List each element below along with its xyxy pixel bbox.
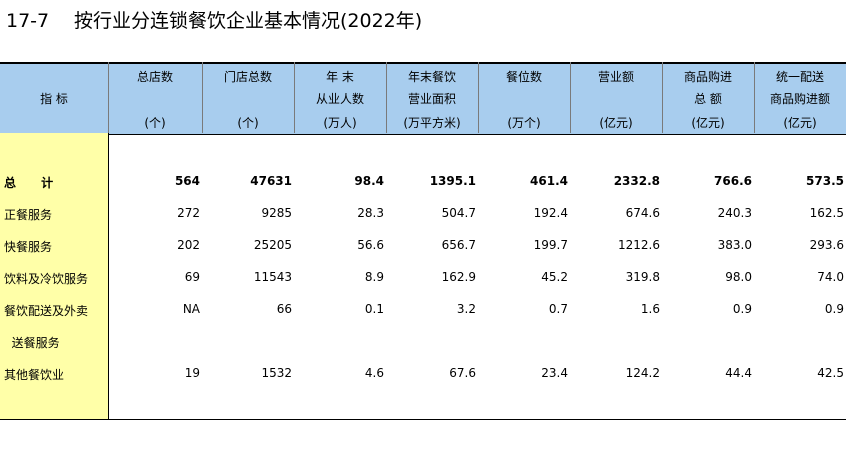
row-label: 餐饮配送及外卖 [4, 304, 89, 318]
table-cell: 67.6 [449, 366, 476, 380]
column-header: 餐位数 (万个) [478, 62, 570, 132]
header-stub: 指 标 [0, 62, 108, 132]
column-header-label: 商品购进额 [769, 92, 830, 106]
table-cell: 1395.1 [429, 174, 476, 188]
column-header-label: 总 额 [694, 92, 722, 106]
table-cell: 56.6 [357, 238, 384, 252]
table-cell: 766.6 [714, 174, 752, 188]
table-cell: 674.6 [625, 206, 660, 220]
table-bottom-rule [0, 419, 846, 420]
row-label: 快餐服务 [4, 240, 53, 254]
header-divider [754, 62, 755, 133]
table-cell: 69 [184, 270, 200, 284]
column-header: 年末餐饮营业面积 (万平方米) [386, 62, 478, 132]
row-label: 送餐服务 [4, 336, 60, 350]
table-cell: 202 [177, 238, 200, 252]
column-header: 门店总数 (个) [202, 62, 294, 132]
column-unit: (亿元) [691, 116, 725, 130]
header-divider [570, 62, 571, 133]
header-divider [386, 62, 387, 133]
column-header-label: 统一配送 [775, 70, 824, 84]
header-divider [662, 62, 663, 133]
table-cell: 8.9 [364, 270, 384, 284]
table-cell: 45.2 [541, 270, 568, 284]
column-header: 商品购进总 额 (亿元) [662, 62, 754, 132]
table-cell: 28.3 [357, 206, 384, 220]
table-cell: 461.4 [530, 174, 568, 188]
table-cell: 74.0 [817, 270, 844, 284]
column-header: 营业额 (亿元) [570, 62, 662, 132]
table-cell: 19 [184, 366, 200, 380]
table-cell: 11543 [253, 270, 292, 284]
table-cell: 25205 [253, 238, 292, 252]
table-cell: 1.6 [640, 302, 660, 316]
table-title-text: 按行业分连锁餐饮企业基本情况(2022年) [74, 10, 423, 32]
column-header: 统一配送商品购进额 (亿元) [754, 62, 846, 132]
table-cell: 199.7 [533, 238, 568, 252]
table-cell: 573.5 [806, 174, 844, 188]
column-header-label: 商品购进 [683, 70, 732, 84]
column-header: 总店数 (个) [108, 62, 202, 132]
column-header-label: 年 末 [326, 70, 354, 84]
column-header-label: 年末餐饮 [407, 70, 456, 84]
column-header-label: 从业人数 [315, 92, 364, 106]
table-cell: 383.0 [717, 238, 752, 252]
column-header: 年 末从业人数 (万人) [294, 62, 386, 132]
column-unit: (亿元) [599, 116, 633, 130]
table-cell: 656.7 [441, 238, 476, 252]
table-cell: 319.8 [625, 270, 660, 284]
column-header-label: 营业额 [597, 70, 634, 84]
table-title: 17-7 按行业分连锁餐饮企业基本情况(2022年) [6, 6, 422, 33]
table-cell: 240.3 [717, 206, 752, 220]
header-divider [294, 62, 295, 133]
table-cell: 0.9 [824, 302, 844, 316]
table-cell: 272 [177, 206, 200, 220]
column-header-label: 餐位数 [505, 70, 542, 84]
row-label: 总 计 [4, 176, 54, 190]
table-cell: 42.5 [817, 366, 844, 380]
table-cell: 504.7 [441, 206, 476, 220]
table-cell: 98.4 [354, 174, 384, 188]
table-cell: 0.7 [548, 302, 568, 316]
header-stub-label: 指 标 [40, 92, 68, 106]
row-label-column [0, 133, 109, 419]
table-cell: NA [182, 302, 200, 316]
table-cell: 124.2 [625, 366, 660, 380]
table-cell: 564 [174, 174, 200, 188]
header-divider [478, 62, 479, 133]
row-label: 饮料及冷饮服务 [4, 272, 89, 286]
table-cell: 2332.8 [613, 174, 660, 188]
column-unit: (个) [144, 116, 166, 130]
table-cell: 47631 [250, 174, 292, 188]
table-cell: 162.5 [809, 206, 844, 220]
table-cell: 4.6 [364, 366, 384, 380]
row-label: 正餐服务 [4, 208, 53, 222]
column-unit: (万个) [507, 116, 541, 130]
table-cell: 3.2 [456, 302, 476, 316]
column-unit: (亿元) [783, 116, 817, 130]
row-label: 其他餐饮业 [4, 368, 65, 382]
table-cell: 0.9 [732, 302, 752, 316]
column-unit: (万平方米) [403, 116, 461, 130]
table-number: 17-7 [6, 10, 50, 32]
table-cell: 23.4 [541, 366, 568, 380]
table-cell: 98.0 [725, 270, 752, 284]
header-divider [108, 62, 109, 133]
table-header [0, 62, 846, 135]
column-header-label: 总店数 [136, 70, 173, 84]
table-cell: 44.4 [725, 366, 752, 380]
table-cell: 293.6 [809, 238, 844, 252]
column-header-label: 营业面积 [407, 92, 456, 106]
table-cell: 1212.6 [618, 238, 660, 252]
header-divider [202, 62, 203, 133]
table-cell: 162.9 [441, 270, 476, 284]
table-cell: 192.4 [533, 206, 568, 220]
column-header-label: 门店总数 [223, 70, 272, 84]
table-cell: 66 [276, 302, 292, 316]
column-unit: (个) [237, 116, 259, 130]
table-cell: 0.1 [364, 302, 384, 316]
table-cell: 1532 [261, 366, 292, 380]
column-unit: (万人) [323, 116, 357, 130]
table-cell: 9285 [261, 206, 292, 220]
